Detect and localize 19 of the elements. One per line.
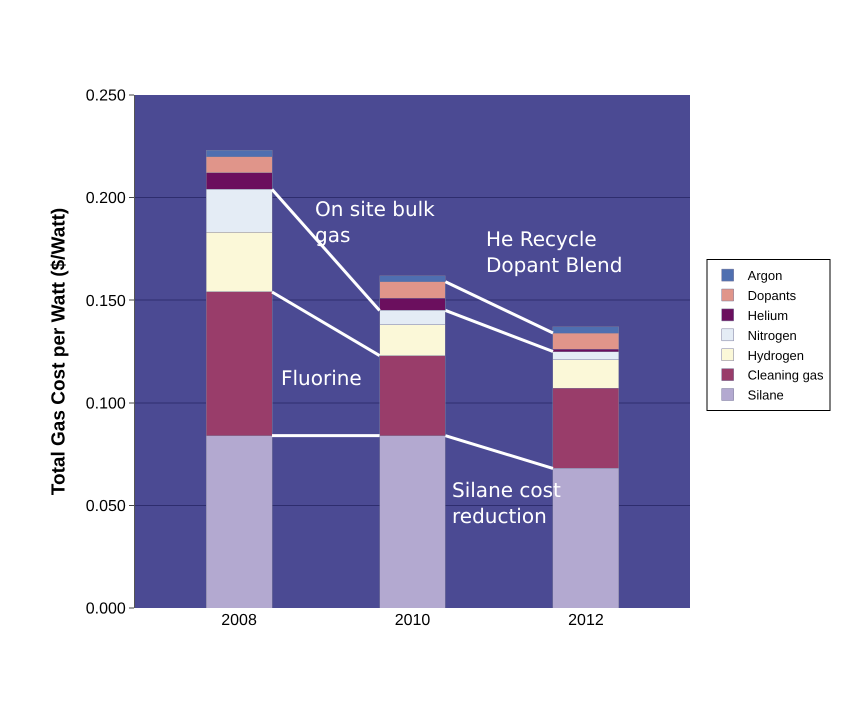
y-tick-label: 0.050 (86, 498, 126, 515)
y-tick-label: 0.250 (86, 88, 126, 105)
x-tick-label: 2012 (568, 612, 604, 629)
legend-label: Helium (748, 308, 788, 323)
y-tick-label: 0.200 (86, 190, 126, 208)
legend-label: Silane (748, 388, 784, 403)
annotation: He Recycle Dopant Blend (486, 227, 622, 277)
legend-label: Dopants (748, 288, 797, 304)
legend-label: Argon (748, 268, 782, 284)
legend-label: Nitrogen (748, 328, 797, 343)
annotation: Fluorine (281, 366, 362, 390)
y-tick-label: 0.150 (86, 292, 126, 310)
y-axis-title: Total Gas Cost per Watt ($/Watt) (48, 208, 70, 496)
legend-label: Cleaning gas (748, 368, 824, 383)
y-tick-label: 0.000 (86, 600, 126, 618)
y-tick-label: 0.100 (86, 395, 126, 412)
x-tick-label: 2008 (221, 612, 257, 629)
x-tick-label: 2010 (394, 612, 430, 629)
legend-label: Hydrogen (748, 348, 804, 363)
